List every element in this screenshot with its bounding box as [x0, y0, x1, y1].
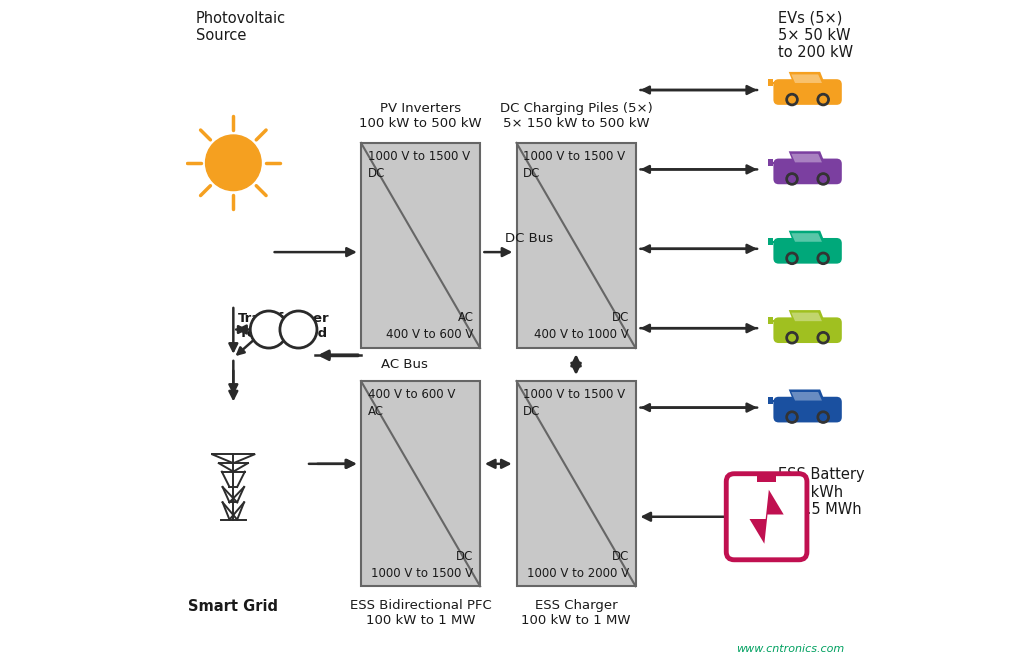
Circle shape [786, 332, 799, 344]
Polygon shape [791, 392, 822, 400]
FancyBboxPatch shape [769, 396, 773, 404]
Text: DC Charging Piles (5×)
5× 150 kW to 500 kW: DC Charging Piles (5×) 5× 150 kW to 500 … [500, 101, 653, 130]
FancyBboxPatch shape [757, 473, 777, 481]
FancyBboxPatch shape [361, 381, 480, 586]
Circle shape [789, 176, 795, 182]
Circle shape [786, 411, 799, 423]
Text: 1000 V to 1500 V
DC: 1000 V to 1500 V DC [523, 150, 625, 180]
Text: 1000 V to 1500 V
DC: 1000 V to 1500 V DC [523, 388, 625, 418]
FancyBboxPatch shape [361, 143, 480, 348]
Polygon shape [791, 233, 822, 242]
Circle shape [789, 414, 795, 420]
Text: PV Inverters
100 kW to 500 kW: PV Inverters 100 kW to 500 kW [359, 101, 481, 130]
Polygon shape [750, 490, 784, 544]
Text: ESS Charger
100 kW to 1 MW: ESS Charger 100 kW to 1 MW [522, 599, 631, 627]
Circle shape [789, 255, 795, 262]
FancyBboxPatch shape [774, 238, 842, 264]
Circle shape [206, 135, 261, 190]
Circle shape [820, 334, 826, 341]
FancyBboxPatch shape [516, 143, 635, 348]
FancyBboxPatch shape [516, 381, 635, 586]
Polygon shape [789, 310, 825, 323]
Text: DC
1000 V to 2000 V: DC 1000 V to 2000 V [527, 550, 629, 579]
FancyBboxPatch shape [769, 158, 773, 166]
Polygon shape [791, 154, 822, 162]
FancyBboxPatch shape [774, 318, 842, 343]
Text: 400 V to 600 V
AC: 400 V to 600 V AC [368, 388, 455, 418]
Circle shape [250, 311, 287, 348]
Text: ESS Battery
500 kWh
to 2.5 MWh: ESS Battery 500 kWh to 2.5 MWh [778, 467, 865, 517]
Text: DC
1000 V to 1500 V: DC 1000 V to 1500 V [372, 550, 473, 579]
Text: 1000 V to 1500 V
DC: 1000 V to 1500 V DC [368, 150, 470, 180]
Text: DC Bus: DC Bus [505, 232, 554, 245]
Circle shape [789, 334, 795, 341]
Circle shape [820, 176, 826, 182]
Polygon shape [789, 151, 825, 164]
FancyBboxPatch shape [769, 238, 773, 245]
Text: www.cntronics.com: www.cntronics.com [735, 644, 844, 654]
Polygon shape [791, 312, 822, 321]
Text: AC Bus: AC Bus [381, 358, 428, 371]
Circle shape [786, 93, 799, 105]
Circle shape [820, 414, 826, 420]
Polygon shape [789, 389, 825, 402]
FancyBboxPatch shape [774, 158, 842, 184]
Circle shape [820, 96, 826, 103]
Circle shape [817, 173, 829, 185]
Circle shape [789, 96, 795, 103]
Polygon shape [791, 74, 822, 83]
Circle shape [280, 311, 317, 348]
Circle shape [817, 332, 829, 344]
Polygon shape [789, 72, 825, 84]
FancyBboxPatch shape [769, 318, 773, 324]
Circle shape [786, 173, 799, 185]
Text: Smart Grid: Smart Grid [188, 599, 278, 615]
Circle shape [786, 253, 799, 265]
Text: Photovoltaic
Source: Photovoltaic Source [195, 11, 286, 43]
Circle shape [817, 411, 829, 423]
FancyBboxPatch shape [726, 474, 807, 560]
Text: AC
400 V to 600 V: AC 400 V to 600 V [386, 312, 473, 341]
Polygon shape [789, 231, 825, 243]
Text: DC
400 V to 1000 V: DC 400 V to 1000 V [534, 312, 629, 341]
Circle shape [820, 255, 826, 262]
FancyBboxPatch shape [774, 396, 842, 422]
FancyBboxPatch shape [774, 79, 842, 105]
Text: EVs (5×)
5× 50 kW
to 200 kW: EVs (5×) 5× 50 kW to 200 kW [778, 11, 853, 60]
Circle shape [817, 93, 829, 105]
Text: Transformer
for MV Grid: Transformer for MV Grid [238, 312, 330, 339]
Circle shape [817, 253, 829, 265]
Text: ESS Bidirectional PFC
100 kW to 1 MW: ESS Bidirectional PFC 100 kW to 1 MW [350, 599, 492, 627]
FancyBboxPatch shape [769, 79, 773, 86]
